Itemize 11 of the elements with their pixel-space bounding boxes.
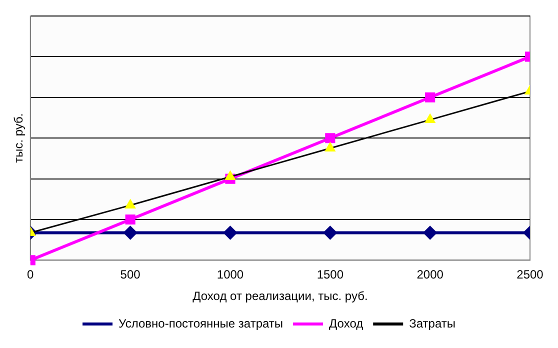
y-axis-title: тыс. руб. xyxy=(12,113,26,163)
x-tick-label: 1000 xyxy=(216,268,244,282)
x-tick-label: 2000 xyxy=(416,268,444,282)
x-tick-label: 2500 xyxy=(516,268,544,282)
x-axis-title: Доход от реализации, тыс. руб. xyxy=(192,289,368,304)
legend-label: Условно-постоянные затраты xyxy=(118,316,284,330)
legend-label: Доход xyxy=(329,316,364,330)
x-tick-label: 1500 xyxy=(316,268,344,282)
x-tick-label: 0 xyxy=(27,268,34,282)
legend-label: Затраты xyxy=(409,316,456,330)
x-tick-label: 500 xyxy=(120,268,141,282)
